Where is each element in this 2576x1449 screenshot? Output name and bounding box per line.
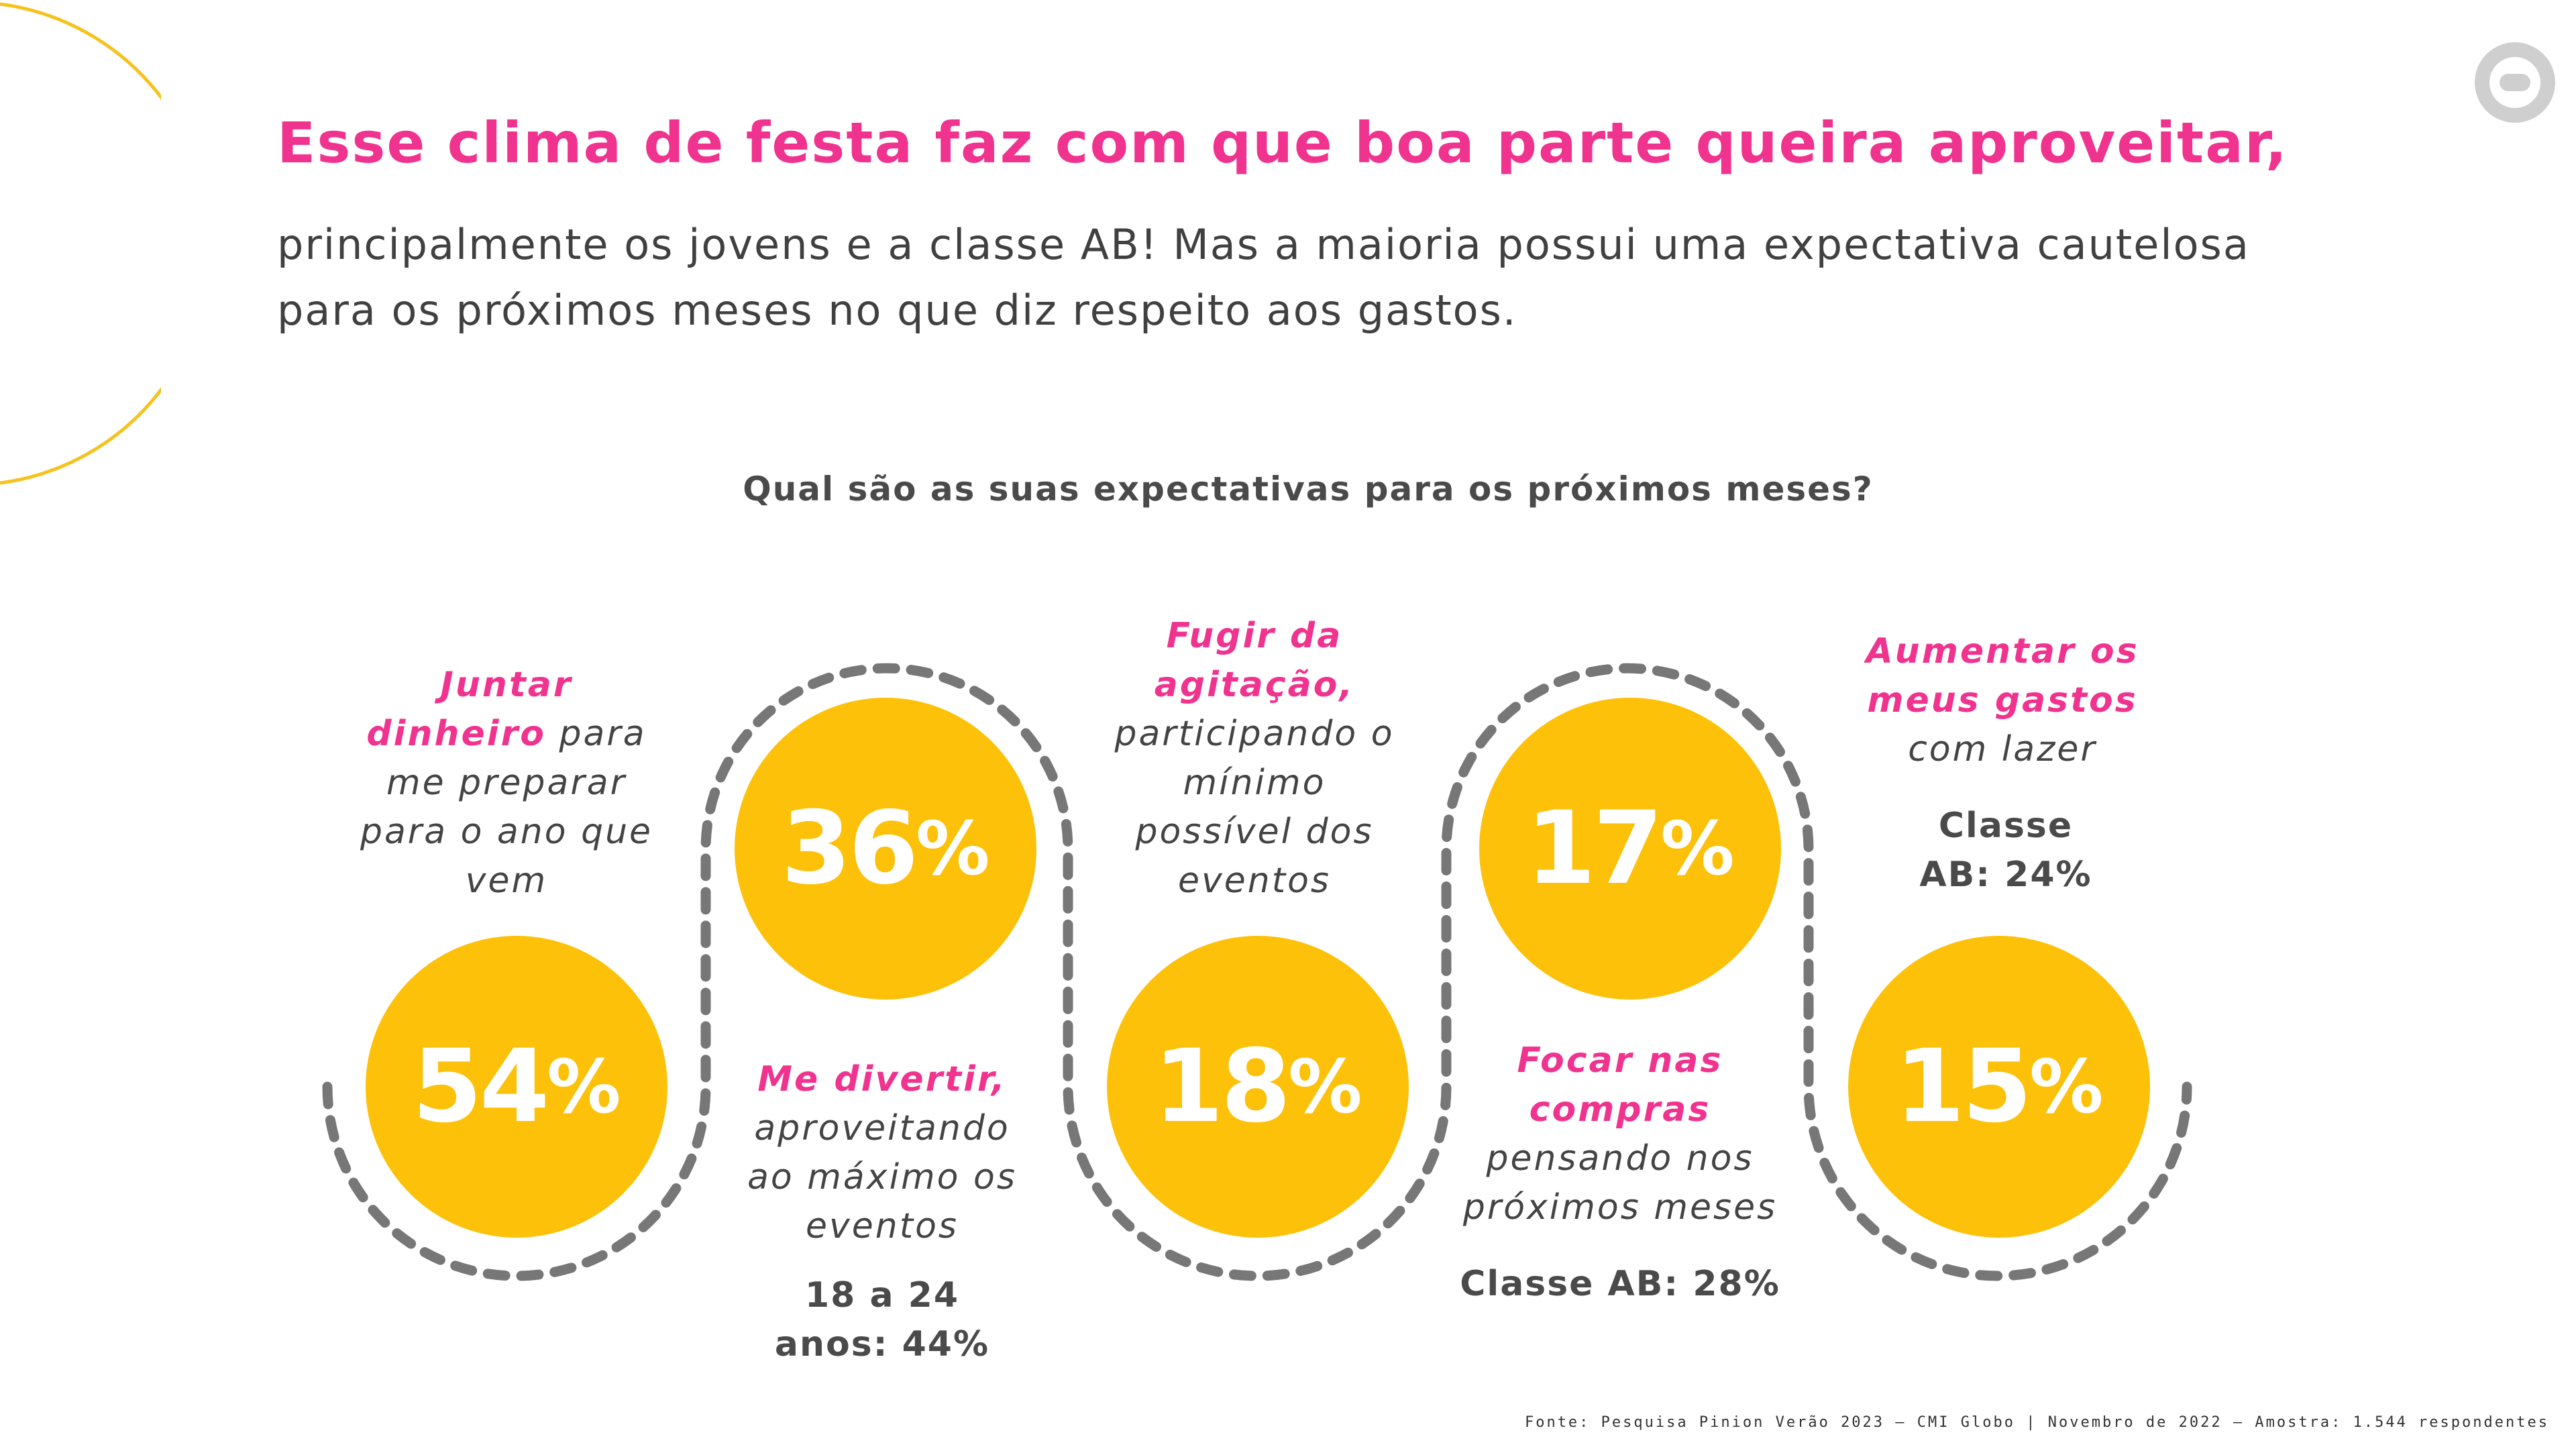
stat-note-5: Classe AB: 24% xyxy=(1919,806,2092,895)
globo-logo-icon xyxy=(2475,42,2555,123)
label-text: aproveitando ao máximo os eventos xyxy=(747,1108,1017,1246)
stat-circle-1: 54% xyxy=(366,936,667,1238)
stat-value: 36 xyxy=(781,790,919,907)
stat-label-2: Me divertir, aproveitando ao máximo os e… xyxy=(731,1055,1033,1251)
stat-unit: % xyxy=(2029,1044,2104,1130)
label-highlight: Focar nas compras xyxy=(1517,1040,1723,1130)
stat-note-2: 18 a 24 anos: 44% xyxy=(774,1275,990,1364)
source-footnote: Fonte: Pesquisa Pinion Verão 2023 – CMI … xyxy=(1524,1414,2549,1431)
label-highlight: Me divertir, xyxy=(757,1059,1007,1099)
label-text: com lazer xyxy=(1908,729,2097,769)
stat-circle-4: 17% xyxy=(1479,698,1781,1000)
stat-unit: % xyxy=(547,1044,621,1130)
label-text: para me preparar para o ano que vem xyxy=(360,714,653,901)
label-text: pensando nos próximos meses xyxy=(1462,1138,1778,1228)
stat-value: 17 xyxy=(1525,790,1664,907)
stat-value: 15 xyxy=(1894,1028,2033,1145)
stat-label-1: Juntar dinheiro para me preparar para o … xyxy=(349,661,664,906)
label-highlight: Juntar dinheiro xyxy=(366,665,573,754)
decorative-arc xyxy=(0,2,161,485)
stat-note-4: Classe AB: 28% xyxy=(1460,1264,1780,1304)
survey-question: Qual são as suas expectativas para os pr… xyxy=(743,470,1874,508)
label-highlight: Aumentar os meus gastos xyxy=(1866,631,2139,720)
label-highlight: Fugir da agitação, xyxy=(1154,616,1355,705)
stat-circle-2: 36% xyxy=(735,698,1036,1000)
page-subtitle: principalmente os jovens e a classe AB! … xyxy=(277,220,2250,335)
stat-label-4: Focar nas compras pensando nos próximos … xyxy=(1459,1036,1781,1232)
stat-unit: % xyxy=(1288,1044,1362,1130)
stat-value: 54 xyxy=(412,1028,550,1145)
stat-unit: % xyxy=(1660,806,1735,892)
stat-label-3: Fugir da agitação, participando o mínimo… xyxy=(1100,612,1409,906)
stat-circle-5: 15% xyxy=(1848,936,2150,1238)
stat-unit: % xyxy=(916,806,990,892)
stat-circle-3: 18% xyxy=(1107,936,1409,1238)
stat-label-5: Aumentar os meus gastos com lazer xyxy=(1851,627,2153,774)
page-title: Esse clima de festa faz com que boa part… xyxy=(277,110,2288,176)
label-text: participando o mínimo possível dos event… xyxy=(1114,714,1395,901)
stat-value: 18 xyxy=(1153,1028,1291,1145)
